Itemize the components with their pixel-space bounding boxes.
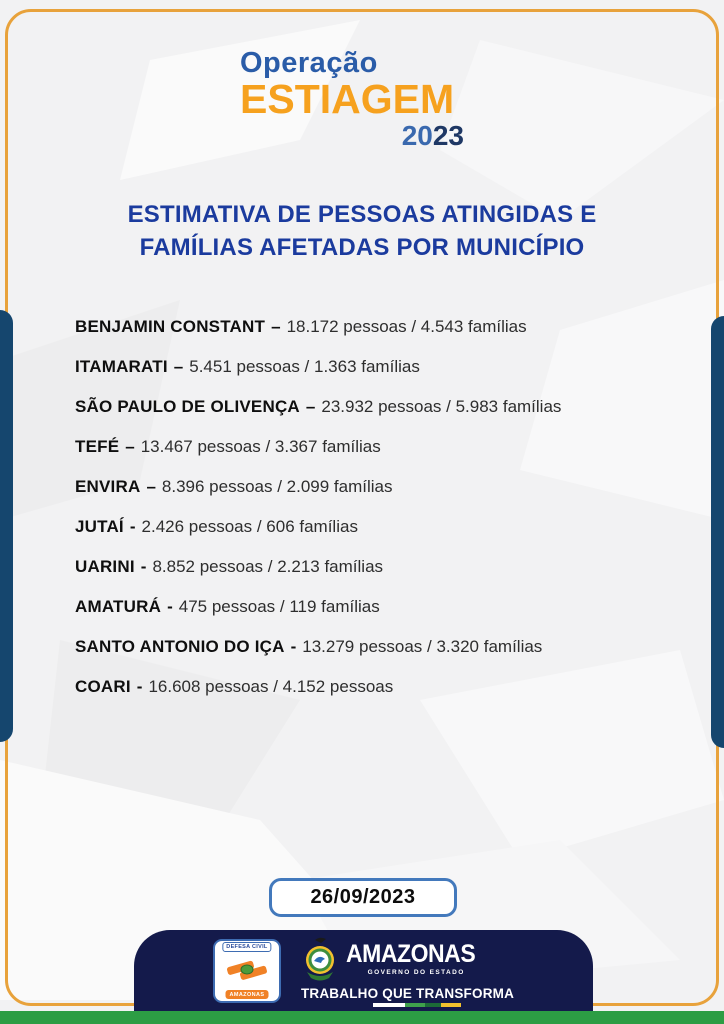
- municipality-row: TEFÉ – 13.467 pessoas / 3.367 famílias: [75, 427, 655, 467]
- municipality-stats: 8.396 pessoas / 2.099 famílias: [161, 477, 393, 496]
- municipality-row: ITAMARATI – 5.451 pessoas / 1.363 famíli…: [75, 347, 655, 387]
- operacao-estiagem-logo: Operação ESTIAGEM 2023: [240, 48, 464, 150]
- logo-year-bold: 23: [432, 120, 464, 152]
- amazonas-gov-logo: AMAZONAS GOVERNO DO ESTADO TRABALHO QUE …: [301, 936, 514, 1007]
- defesa-civil-hands-icon: [226, 960, 267, 980]
- municipality-dash: –: [271, 317, 281, 336]
- municipality-row: BENJAMIN CONSTANT – 18.172 pessoas / 4.5…: [75, 307, 655, 347]
- green-strip: [0, 1011, 724, 1024]
- municipality-name: AMATURÁ: [75, 597, 162, 616]
- municipality-dash: –: [125, 437, 135, 456]
- municipality-dash: -: [167, 597, 173, 616]
- municipality-row: AMATURÁ - 475 pessoas / 119 famílias: [75, 587, 655, 627]
- municipality-row: SANTO ANTONIO DO IÇA - 13.279 pessoas / …: [75, 627, 655, 667]
- gov-subtitle: GOVERNO DO ESTADO: [367, 968, 465, 976]
- municipality-name: TEFÉ: [75, 437, 120, 456]
- municipality-name: JUTAÍ: [75, 517, 124, 536]
- municipality-name: BENJAMIN CONSTANT: [75, 317, 266, 336]
- page-title: ESTIMATIVA DE PESSOAS ATINGIDAS E FAMÍLI…: [0, 198, 724, 264]
- municipality-row: ENVIRA – 8.396 pessoas / 2.099 famílias: [75, 467, 655, 507]
- municipality-row: JUTAÍ - 2.426 pessoas / 606 famílias: [75, 507, 655, 547]
- municipality-dash: -: [129, 517, 136, 536]
- logo-estiagem-text: ESTIAGEM: [240, 76, 455, 123]
- municipality-dash: –: [173, 357, 184, 376]
- municipality-name: UARINI: [75, 557, 135, 576]
- municipality-name: SÃO PAULO DE OLIVENÇA: [75, 397, 300, 416]
- municipality-dash: -: [140, 557, 147, 576]
- side-bar-left: [0, 310, 13, 742]
- municipality-stats: 475 pessoas / 119 famílias: [178, 597, 380, 616]
- footer-bar: DEFESA CIVIL AMAZONAS AMAZONAS GOVERNO D…: [134, 930, 593, 1012]
- municipality-stats: 8.852 pessoas / 2.213 famílias: [152, 557, 384, 576]
- gov-slogan: TRABALHO QUE TRANSFORMA: [300, 985, 515, 1001]
- defesa-civil-label: DEFESA CIVIL: [222, 942, 272, 952]
- municipality-stats: 18.172 pessoas / 4.543 famílias: [286, 317, 527, 336]
- municipality-dash: -: [290, 637, 297, 656]
- municipality-name: SANTO ANTONIO DO IÇA: [75, 637, 285, 656]
- municipality-stats: 13.279 pessoas / 3.320 famílias: [302, 637, 543, 656]
- municipality-list: BENJAMIN CONSTANT – 18.172 pessoas / 4.5…: [75, 307, 655, 707]
- defesa-civil-amazonas-label: AMAZONAS: [225, 990, 269, 999]
- municipality-row: UARINI - 8.852 pessoas / 2.213 famílias: [75, 547, 655, 587]
- municipality-row: COARI - 16.608 pessoas / 4.152 pessoas: [75, 667, 655, 707]
- municipality-name: COARI: [75, 677, 131, 696]
- page-title-line1: ESTIMATIVA DE PESSOAS ATINGIDAS E: [127, 201, 597, 228]
- logo-year: 2023: [240, 122, 464, 150]
- municipality-stats: 23.932 pessoas / 5.983 famílias: [321, 397, 562, 416]
- side-bar-right: [711, 316, 724, 748]
- municipality-stats: 16.608 pessoas / 4.152 pessoas: [148, 677, 394, 696]
- municipality-dash: -: [136, 677, 143, 696]
- municipality-stats: 2.426 pessoas / 606 famílias: [141, 517, 358, 536]
- municipality-stats: 13.467 pessoas / 3.367 famílias: [140, 437, 381, 456]
- date-badge: 26/09/2023: [269, 878, 457, 917]
- logo-year-light: 20: [401, 120, 433, 152]
- municipality-name: ENVIRA: [75, 477, 141, 496]
- municipality-row: SÃO PAULO DE OLIVENÇA – 23.932 pessoas /…: [75, 387, 655, 427]
- logo-operacao-text: Operação: [240, 47, 378, 79]
- amazonas-crest-icon: [305, 937, 334, 980]
- municipality-dash: –: [305, 397, 316, 416]
- defesa-civil-logo: DEFESA CIVIL AMAZONAS: [212, 939, 281, 1003]
- gov-name: AMAZONAS: [345, 939, 476, 968]
- municipality-name: ITAMARATI: [75, 357, 168, 376]
- municipality-stats: 5.451 pessoas / 1.363 famílias: [189, 357, 420, 376]
- municipality-dash: –: [146, 477, 156, 496]
- slogan-underline: [372, 1002, 461, 1007]
- page-title-line2: FAMÍLIAS AFETADAS POR MUNICÍPIO: [139, 234, 585, 261]
